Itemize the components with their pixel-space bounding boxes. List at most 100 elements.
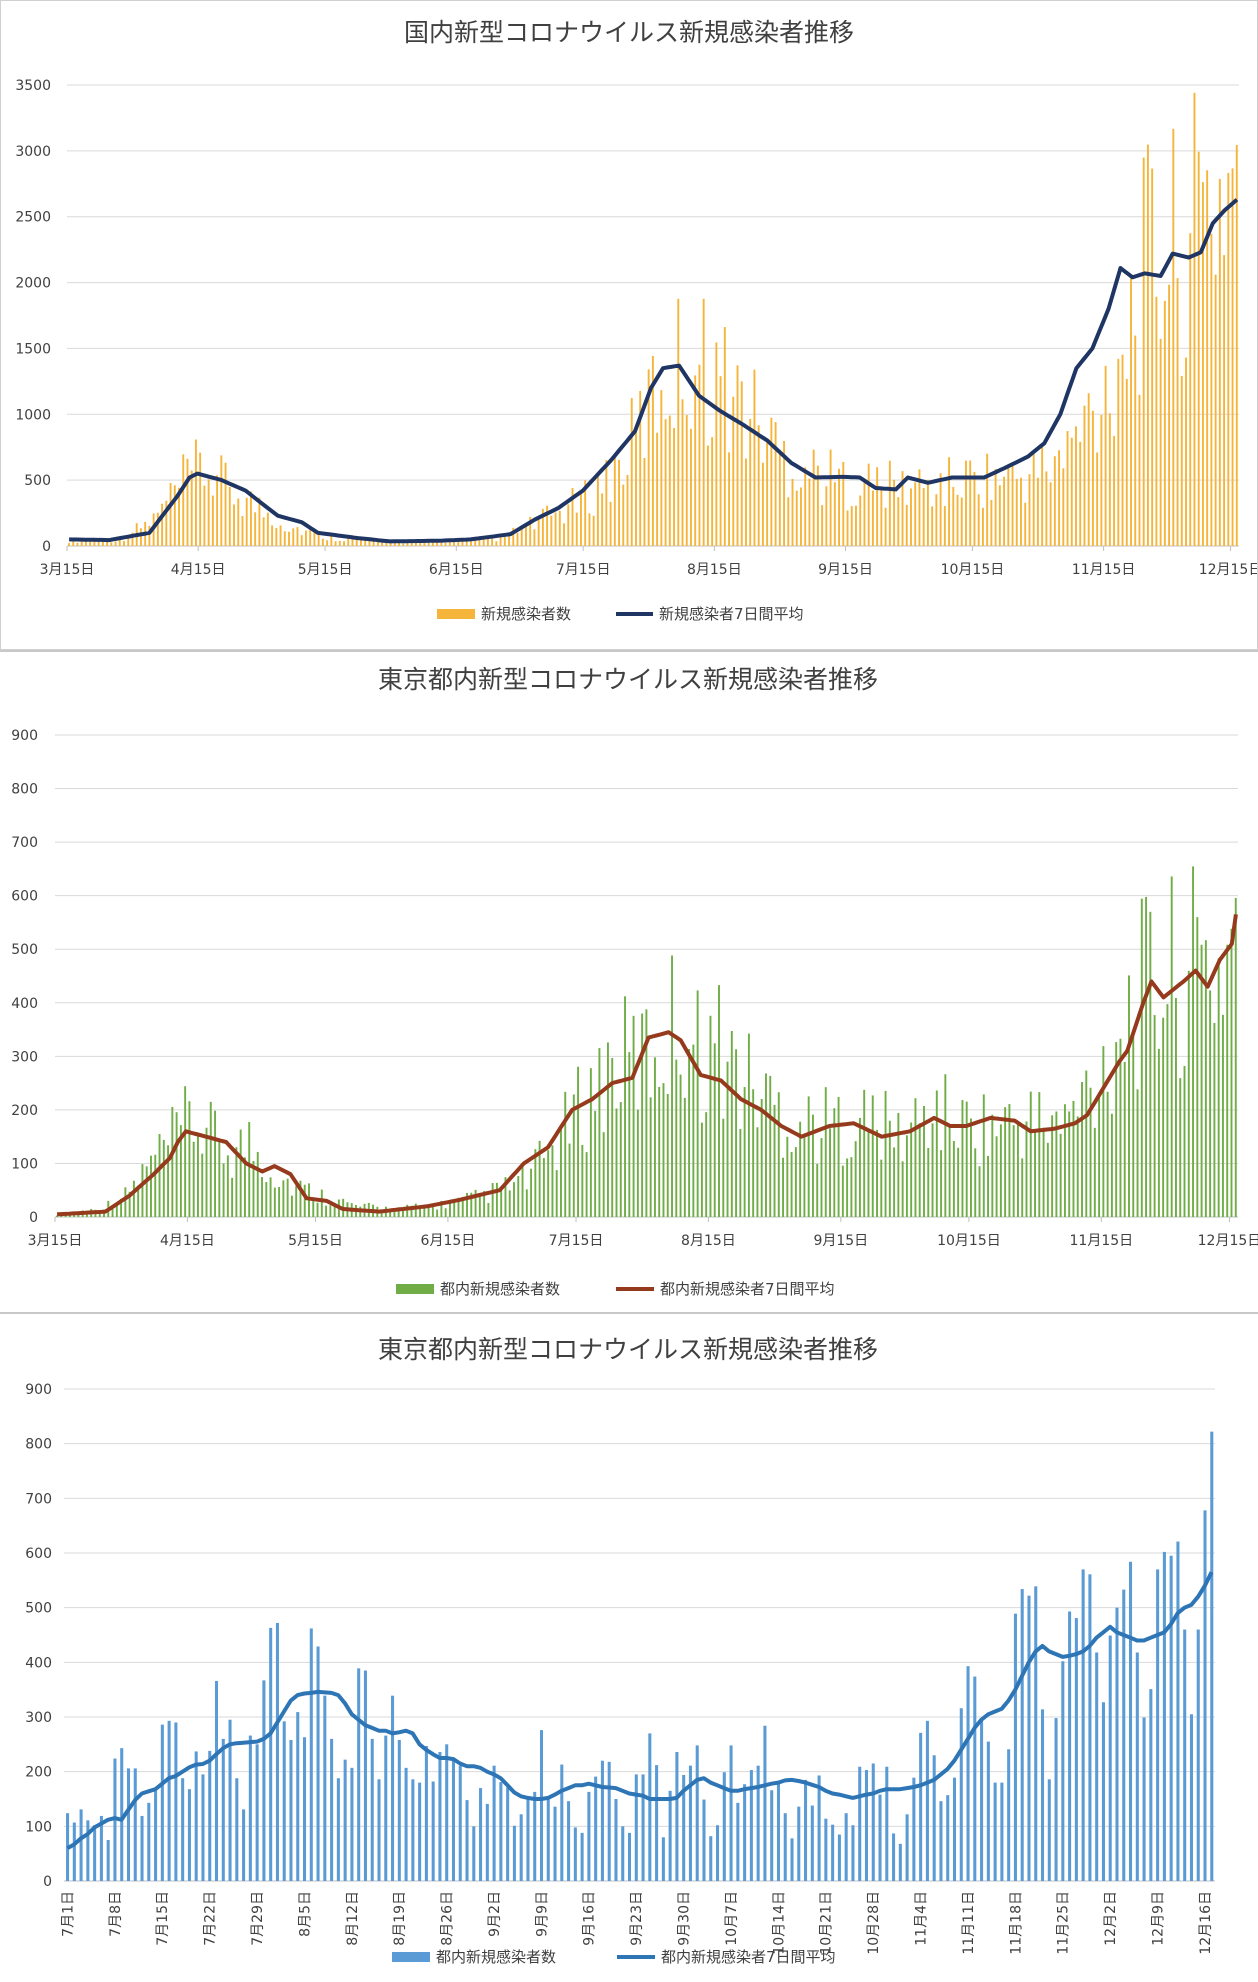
bar bbox=[1087, 393, 1090, 546]
bar bbox=[508, 534, 510, 546]
bar bbox=[133, 1768, 137, 1881]
bar bbox=[179, 1125, 182, 1217]
panel-divider bbox=[0, 1312, 1258, 1314]
bar bbox=[723, 327, 726, 546]
bar bbox=[778, 449, 781, 546]
x-tick-label: 8月5日 bbox=[297, 1891, 313, 1937]
bar bbox=[634, 1774, 638, 1881]
bar bbox=[431, 1204, 434, 1217]
bar bbox=[635, 427, 637, 546]
bar bbox=[292, 528, 295, 546]
bar bbox=[537, 518, 540, 546]
y-tick-label: 1000 bbox=[15, 407, 51, 423]
bar bbox=[486, 538, 489, 546]
bar bbox=[871, 1095, 874, 1217]
y-tick-label: 0 bbox=[29, 1210, 38, 1226]
bar bbox=[718, 985, 720, 1217]
bar bbox=[148, 525, 151, 546]
bar bbox=[466, 1192, 468, 1217]
bar bbox=[898, 1843, 902, 1881]
bar bbox=[769, 1075, 772, 1217]
bar bbox=[106, 1840, 110, 1881]
bar bbox=[303, 1184, 306, 1217]
average-line-layer bbox=[66, 1571, 1214, 1850]
bar bbox=[529, 516, 532, 546]
y-tick-labels: 0 100 200 300 400 500 600 700 800 900 bbox=[25, 1382, 52, 1890]
bar bbox=[722, 1772, 726, 1881]
bar bbox=[1100, 414, 1103, 546]
bar bbox=[706, 445, 709, 546]
bar bbox=[994, 469, 997, 546]
bar bbox=[987, 1155, 990, 1217]
x-tick-label: 11月18日 bbox=[1008, 1891, 1024, 1955]
bar bbox=[1047, 1779, 1051, 1881]
y-tick-label: 2000 bbox=[15, 276, 51, 292]
bar bbox=[389, 543, 392, 546]
bar bbox=[106, 539, 109, 546]
bar bbox=[506, 1787, 510, 1881]
bar bbox=[627, 1832, 632, 1881]
bar bbox=[309, 528, 312, 546]
bar bbox=[336, 1778, 340, 1881]
bar bbox=[519, 1814, 523, 1881]
bar bbox=[854, 1141, 857, 1217]
bar bbox=[1128, 975, 1130, 1217]
bar bbox=[628, 1052, 631, 1217]
bar bbox=[1055, 1111, 1058, 1217]
bar bbox=[261, 1177, 263, 1217]
bar bbox=[406, 1204, 409, 1217]
bar bbox=[919, 1732, 923, 1881]
bar bbox=[980, 1720, 984, 1881]
bar bbox=[350, 1767, 354, 1881]
y-tick-label: 800 bbox=[11, 782, 38, 798]
x-tick-label: 7月15日 bbox=[549, 1233, 604, 1249]
bar bbox=[918, 469, 921, 546]
average-line bbox=[57, 914, 1238, 1217]
bar bbox=[575, 512, 578, 546]
bar bbox=[632, 1015, 635, 1217]
bar bbox=[1066, 430, 1069, 546]
bar bbox=[296, 1712, 300, 1881]
bar bbox=[1209, 990, 1212, 1217]
bar bbox=[1020, 477, 1022, 546]
bar bbox=[878, 1794, 882, 1881]
average-line-layer bbox=[57, 914, 1238, 1217]
bar bbox=[799, 1121, 802, 1217]
bar bbox=[905, 1135, 908, 1217]
bar bbox=[1122, 1589, 1126, 1881]
bar bbox=[1042, 1127, 1045, 1217]
bar bbox=[139, 528, 142, 546]
bar bbox=[474, 1189, 477, 1217]
bar bbox=[1187, 970, 1190, 1217]
bar bbox=[892, 1833, 896, 1881]
bar bbox=[700, 1122, 703, 1217]
y-tick-label: 500 bbox=[24, 473, 51, 489]
bar bbox=[1016, 1122, 1019, 1217]
bar bbox=[427, 540, 430, 546]
bar bbox=[553, 1806, 557, 1881]
bar bbox=[364, 539, 367, 546]
bar bbox=[719, 376, 722, 546]
bar bbox=[1095, 1652, 1099, 1881]
bar bbox=[957, 1147, 960, 1217]
bar bbox=[756, 1765, 760, 1881]
bar bbox=[1076, 1116, 1079, 1217]
bar bbox=[312, 1199, 315, 1217]
bar bbox=[1096, 452, 1099, 546]
bar bbox=[343, 541, 345, 546]
bar bbox=[546, 505, 549, 546]
bar bbox=[683, 1097, 686, 1217]
bar bbox=[530, 1168, 533, 1217]
bar bbox=[1110, 1113, 1113, 1217]
bar bbox=[1089, 1087, 1092, 1217]
bar bbox=[512, 527, 515, 546]
bar bbox=[338, 540, 341, 546]
bar bbox=[681, 399, 684, 546]
y-tick-label: 700 bbox=[25, 1491, 52, 1507]
bar bbox=[242, 1809, 246, 1881]
bar bbox=[1135, 1652, 1139, 1881]
bar bbox=[986, 453, 989, 546]
bar bbox=[235, 1778, 239, 1881]
bar bbox=[1140, 898, 1143, 1217]
bar bbox=[568, 1143, 571, 1217]
